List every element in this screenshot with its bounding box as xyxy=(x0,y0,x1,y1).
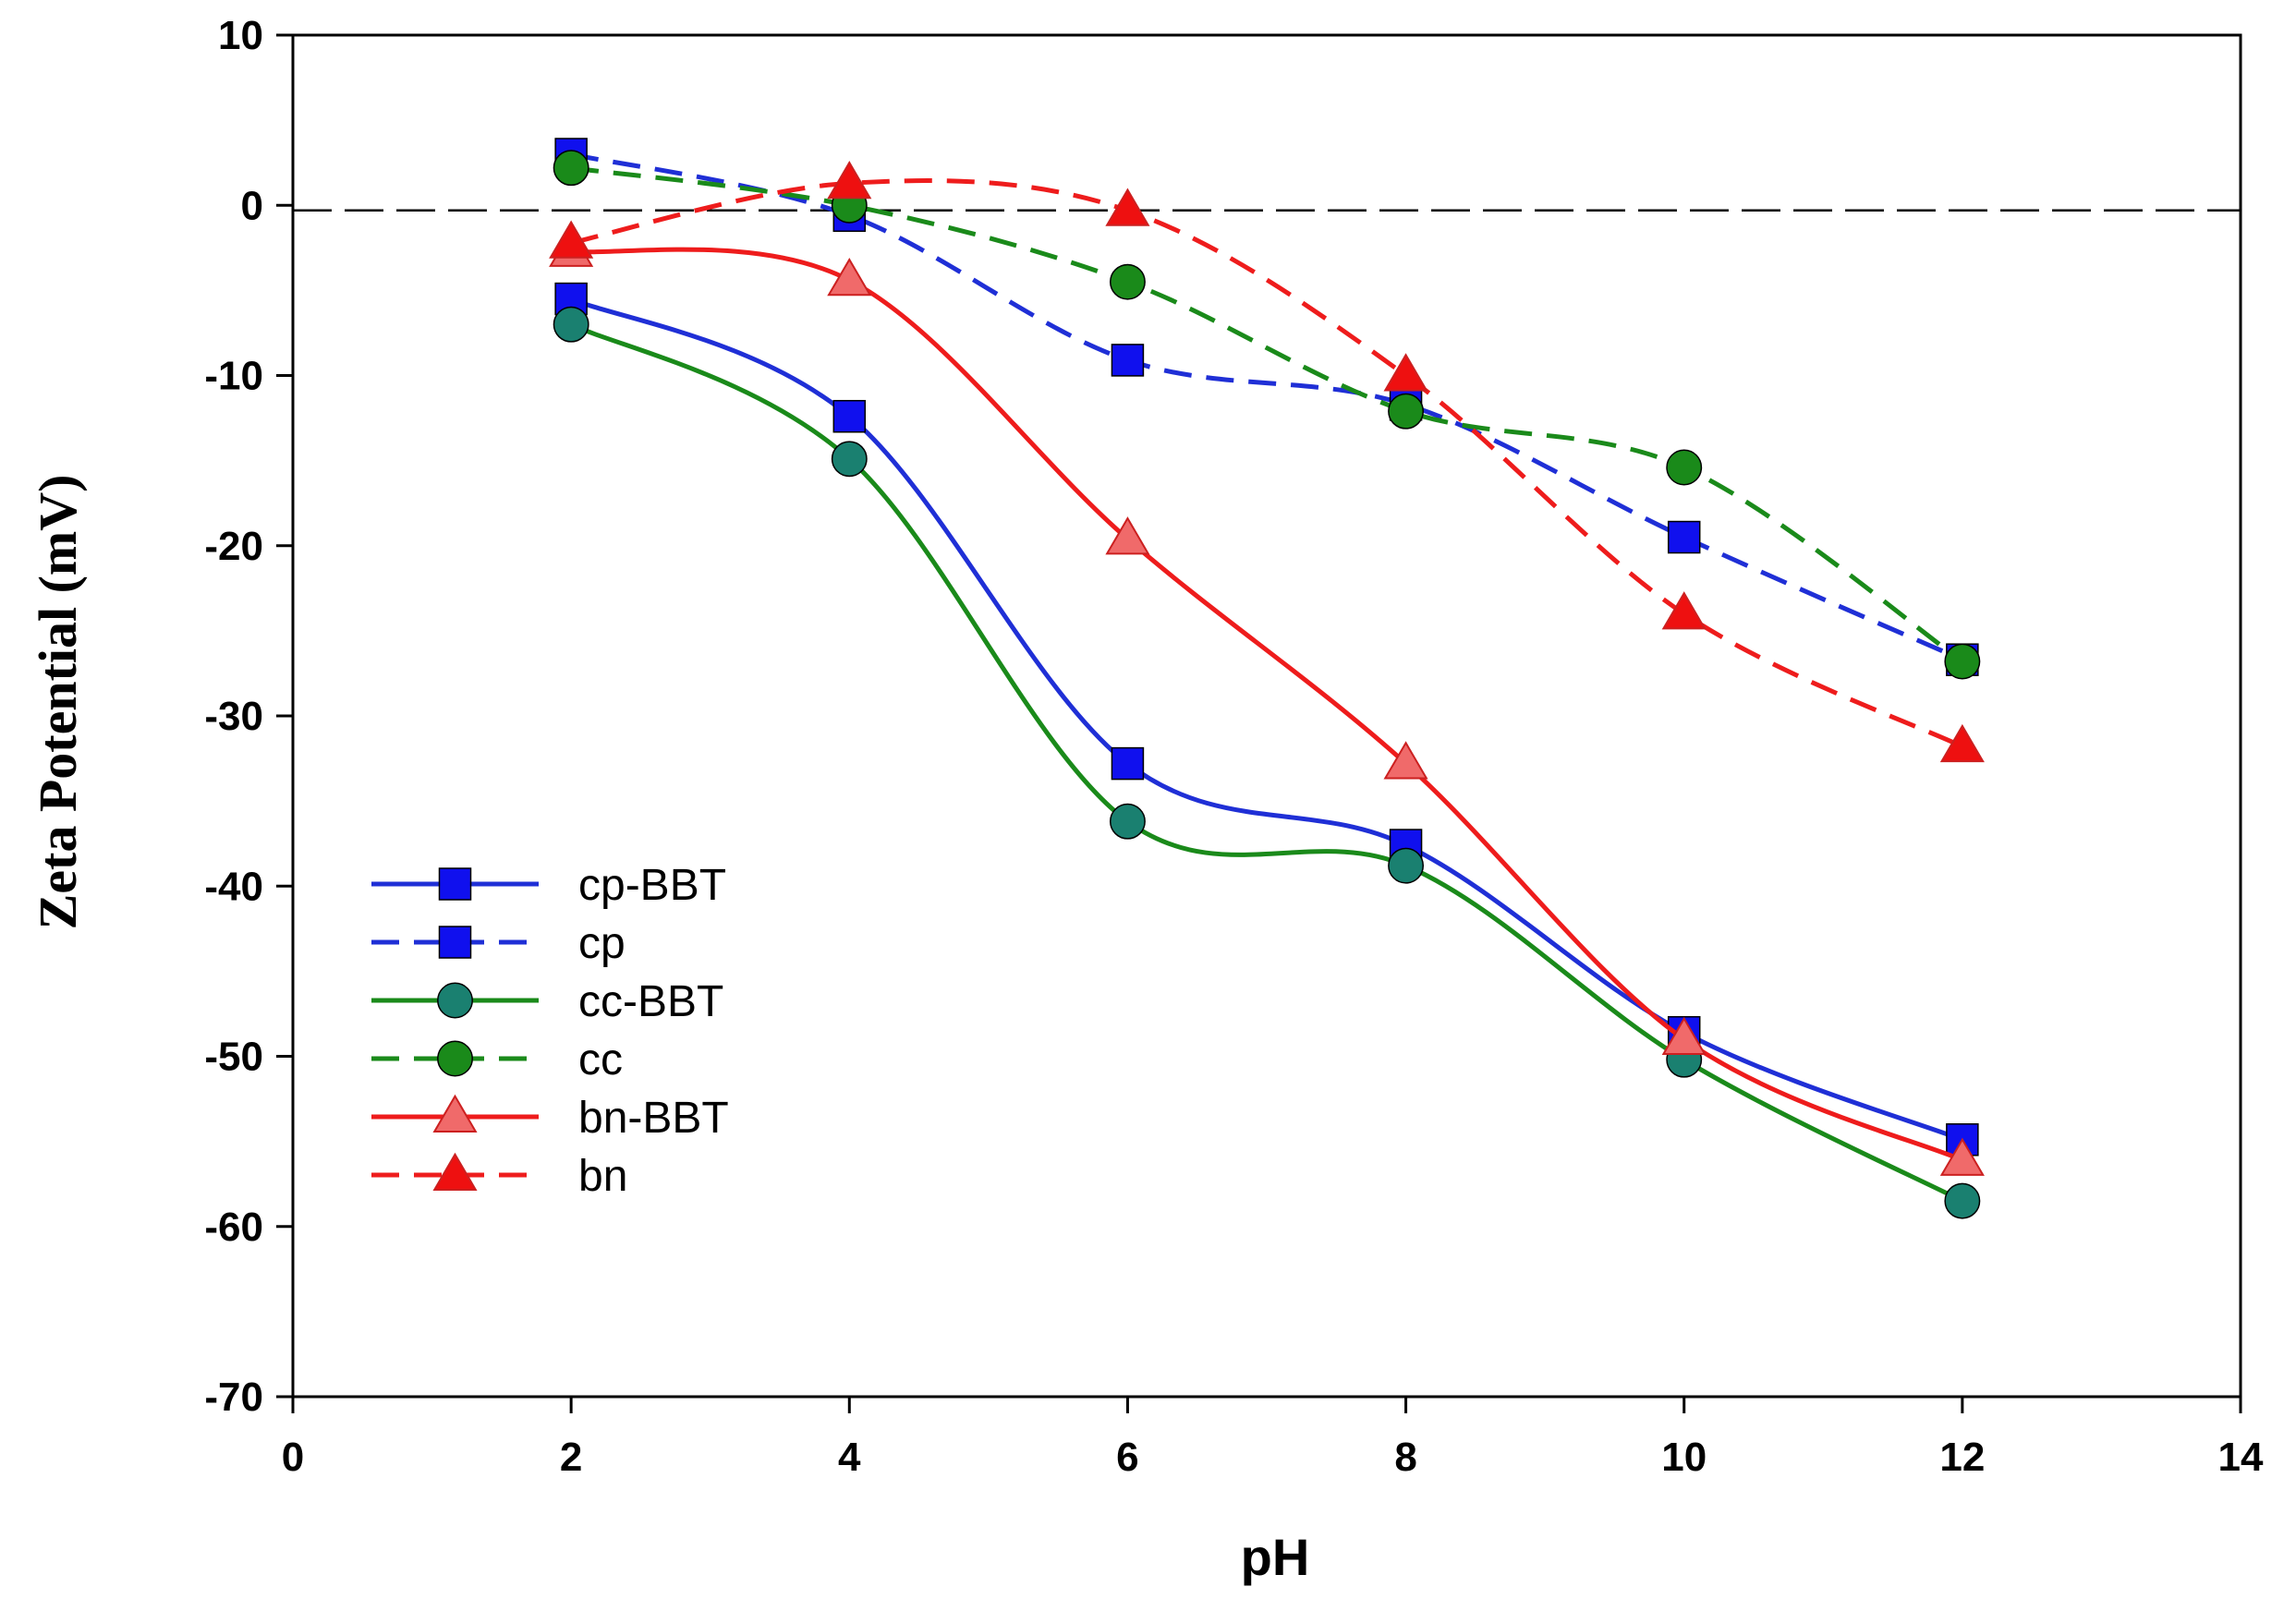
x-tick-label: 2 xyxy=(560,1435,582,1480)
legend-entry-cc-bbt: cc-BBT xyxy=(371,977,723,1026)
data-point-cc xyxy=(1666,449,1703,486)
data-point-cp xyxy=(1111,344,1145,377)
series-layer xyxy=(549,138,1985,1219)
x-tick-label: 6 xyxy=(1116,1435,1138,1480)
x-tick-label: 0 xyxy=(282,1435,304,1480)
legend-label-bn: bn xyxy=(578,1152,627,1201)
x-tick-label: 4 xyxy=(838,1435,861,1480)
series-line-bn xyxy=(570,178,1963,749)
data-point-bn xyxy=(549,220,594,259)
legend-label-cp-bbt: cp-BBT xyxy=(578,861,726,910)
data-point-cp xyxy=(1667,520,1701,554)
data-point-bn xyxy=(1939,723,1985,763)
data-point-cc xyxy=(1109,263,1146,300)
legend-entry-bn-bbt: bn-BBT xyxy=(371,1094,729,1143)
data-point-cc-bbt xyxy=(1944,1182,1981,1219)
y-tick-label: -70 xyxy=(204,1375,263,1420)
series-line-cp-bbt xyxy=(570,297,1963,1143)
data-point-bn xyxy=(1661,591,1707,630)
data-point-cc xyxy=(1388,393,1425,430)
legend-marker-cp-bbt xyxy=(438,867,472,901)
data-point-bn-bbt xyxy=(1105,516,1150,555)
series-line-cc xyxy=(570,165,1964,664)
y-tick-label: -10 xyxy=(204,354,263,399)
data-point-cc-bbt xyxy=(831,441,868,478)
legend-label-cc-bbt: cc-BBT xyxy=(578,977,723,1026)
data-point-bn-bbt xyxy=(1939,1137,1985,1176)
x-tick-label: 10 xyxy=(1661,1435,1707,1480)
series-bn xyxy=(549,161,1985,763)
series-line-cc-bbt xyxy=(570,321,1964,1204)
data-point-bn xyxy=(1105,188,1150,226)
legend-marker-bn-bbt xyxy=(432,1094,478,1133)
data-point-cc-bbt xyxy=(1388,847,1425,884)
legend-entry-bn: bn xyxy=(371,1152,627,1201)
data-point-cc xyxy=(553,150,589,187)
data-point-bn xyxy=(827,161,872,200)
data-point-bn xyxy=(1383,353,1428,392)
y-axis-title: Zeta Potential (mV) xyxy=(28,475,88,930)
series-cc-bbt xyxy=(553,306,1981,1219)
series-cp-bbt xyxy=(554,282,1979,1157)
legend-marker-bn xyxy=(432,1152,478,1191)
series-line-cp xyxy=(570,151,1963,662)
data-point-cc-bbt xyxy=(1109,803,1146,840)
legend-marker-cp xyxy=(438,926,472,959)
legend: cp-BBT cp cc-BBT cc bn-BBT bn xyxy=(371,861,729,1201)
data-point-bn-bbt xyxy=(1383,741,1428,780)
x-tick-label: 8 xyxy=(1394,1435,1416,1480)
y-tick-label: -30 xyxy=(204,694,263,739)
legend-entry-cp-bbt: cp-BBT xyxy=(371,861,726,910)
legend-entry-cp: cp xyxy=(371,919,626,968)
y-tick-label: 0 xyxy=(241,183,263,228)
series-line-bn-bbt xyxy=(570,247,1963,1163)
y-tick-label: -60 xyxy=(204,1205,263,1250)
data-point-bn-bbt xyxy=(1661,1016,1707,1056)
legend-label-bn-bbt: bn-BBT xyxy=(578,1094,729,1143)
legend-marker-cc xyxy=(437,1040,473,1077)
y-tick-label: 10 xyxy=(218,13,263,58)
x-axis-title: pH xyxy=(1241,1528,1310,1586)
x-tick-label: 14 xyxy=(2218,1435,2264,1480)
data-point-cp-bbt xyxy=(832,399,867,433)
data-point-cc-bbt xyxy=(553,306,589,343)
legend-label-cp: cp xyxy=(578,919,626,968)
legend-entry-cc: cc xyxy=(371,1036,623,1084)
data-point-bn-bbt xyxy=(827,258,872,297)
y-tick-label: -20 xyxy=(204,524,263,569)
x-tick-label: 12 xyxy=(1939,1435,1985,1480)
data-point-cp-bbt xyxy=(1111,746,1145,781)
y-tick-label: -40 xyxy=(204,864,263,909)
axes: 10 0 -10 -20 -30 -40 -50 -60 -70 0 2 4 6 8 10 12 14 xyxy=(204,13,2264,1480)
y-tick-label: -50 xyxy=(204,1035,263,1080)
legend-label-cc: cc xyxy=(578,1036,623,1084)
data-point-cc xyxy=(1944,643,1981,680)
legend-marker-cc-bbt xyxy=(437,982,473,1019)
